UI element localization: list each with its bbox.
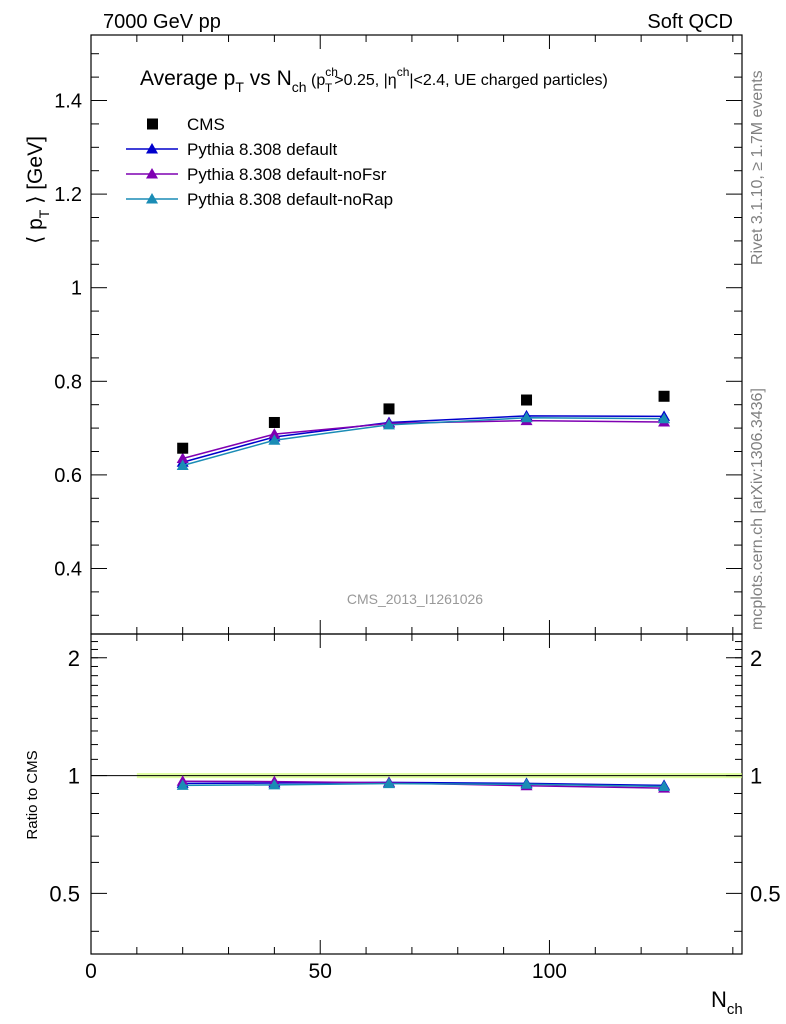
y-tick-label: 1.4: [54, 91, 82, 113]
ratio-plot-frame: [90, 633, 743, 955]
x-tick-labels: 0 50 100: [85, 960, 567, 983]
ratio-series-layer: [176, 775, 671, 793]
cms-data-point: [383, 403, 395, 415]
ratio-marker-2: [520, 778, 533, 789]
legend-label-0: Pythia 8.308 default: [187, 140, 338, 159]
x-tick-label: 50: [309, 960, 332, 983]
rivet-version-label: Rivet 3.1.10, ≥ 1.7M events: [749, 70, 766, 265]
analysis-id-watermark: CMS_2013_I1261026: [347, 591, 483, 607]
series-marker-2: [176, 459, 189, 471]
ratio-tick-labels: 0.5 0.5 1 1 2 2: [49, 646, 780, 907]
ratio-marker-2: [268, 778, 281, 790]
series-marker-1: [268, 428, 281, 439]
header-left: 7000 GeV pp: [103, 11, 221, 33]
cms-data-point: [521, 394, 533, 406]
ratio-y-axis-label: Ratio to CMS: [24, 750, 41, 839]
x-tick-label: 100: [532, 960, 567, 983]
y-axis-label: ⟨ pT ⟩ [GeV]: [24, 136, 52, 244]
y-tick-label: 0.8: [54, 371, 82, 393]
cms-data-point: [268, 416, 280, 428]
series-line-1: [182, 419, 665, 460]
y-tick-labels: 0.4 0.6 0.8 1 1.2 1.4: [54, 91, 82, 581]
y-tick-label: 0.4: [54, 558, 82, 580]
ratio-marker-2: [658, 780, 671, 791]
legend-marker-0: [146, 143, 158, 154]
ratio-tick-label-right: 1: [750, 764, 762, 789]
header-right: Soft QCD: [647, 11, 733, 33]
legend-label-cms: CMS: [187, 115, 225, 134]
legend-marker-2: [146, 193, 158, 204]
x-tick-label: 0: [85, 960, 97, 983]
y-tick-label: 1: [71, 278, 82, 300]
plot-title: Average pT vs Nch (pch T >0.25, |ηch|<2.4,…: [140, 65, 608, 95]
y-tick-label: 0.6: [54, 465, 82, 487]
series-marker-2: [268, 434, 281, 445]
cms-data-point: [658, 390, 670, 402]
legend: CMS Pythia 8.308 default Pythia 8.308 defa…: [126, 115, 393, 209]
axis-ticks: [90, 35, 742, 954]
series-marker-2: [658, 412, 671, 424]
ratio-tick-label-right: 0.5: [750, 881, 781, 906]
legend-marker-cms: [147, 118, 158, 130]
y-tick-label: 1.2: [54, 184, 82, 206]
cms-data-point: [177, 442, 189, 454]
x-axis-label: Nch: [711, 987, 743, 1018]
series-layer: [176, 409, 671, 471]
legend-label-2: Pythia 8.308 default-noRap: [187, 190, 393, 209]
mcplots-reference-label: mcplots.cern.ch [arXiv:1306.3436]: [749, 388, 766, 630]
legend-marker-1: [146, 168, 158, 179]
legend-label-1: Pythia 8.308 default-noFsr: [187, 165, 387, 184]
ratio-tick-label-left: 1: [68, 764, 80, 789]
ratio-tick-label-left: 0.5: [49, 881, 80, 906]
series-marker-1: [176, 452, 189, 464]
ratio-tick-label-left: 2: [68, 646, 80, 671]
ratio-tick-label-right: 2: [750, 646, 762, 671]
ratio-marker-2: [176, 779, 189, 790]
series-marker-2: [520, 411, 533, 423]
series-marker-2: [382, 418, 395, 430]
ratio-marker-2: [382, 777, 395, 789]
data-points-layer: [177, 390, 670, 454]
